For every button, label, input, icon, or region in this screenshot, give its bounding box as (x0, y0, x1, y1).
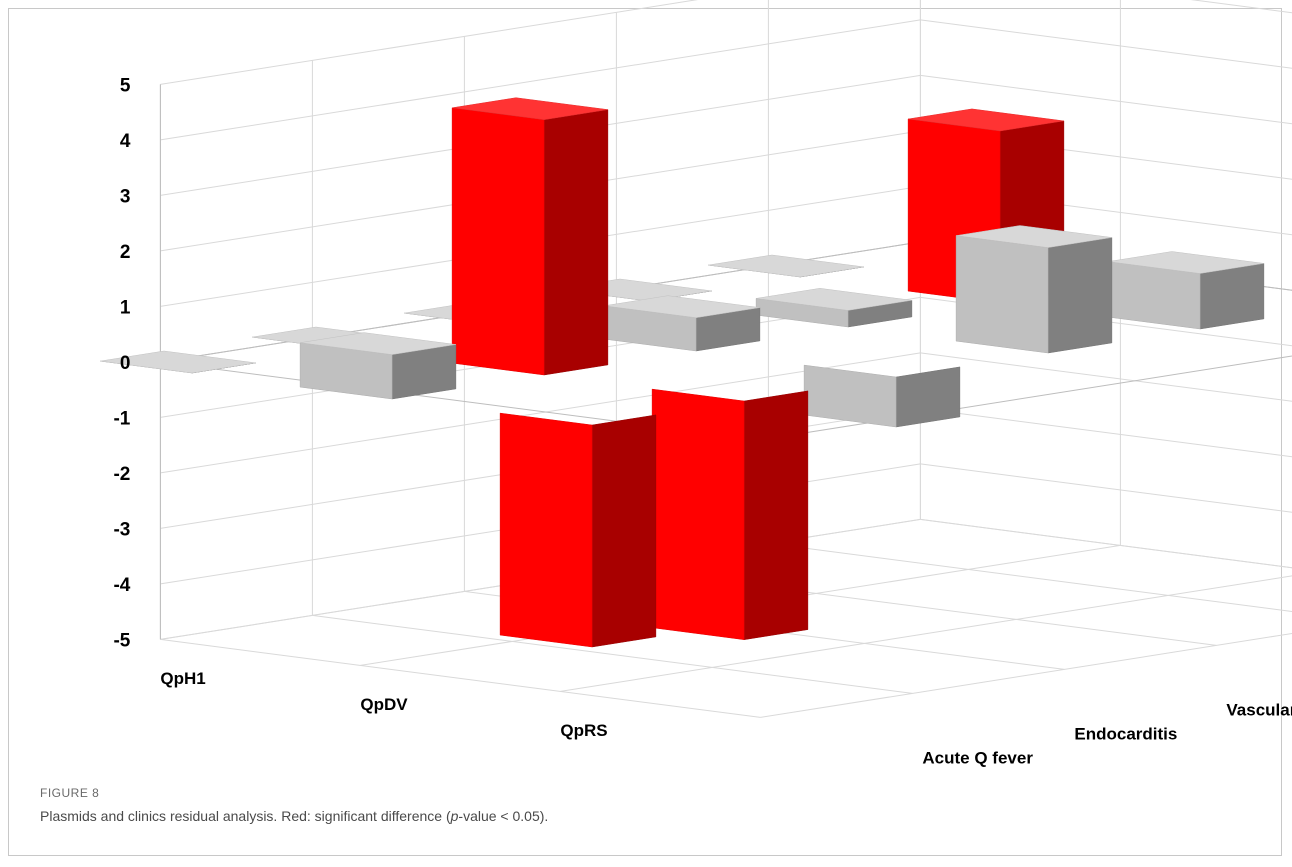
bar-front-face (955, 235, 1049, 354)
grid-line-floor (920, 518, 1292, 569)
bar-top-face (300, 332, 456, 355)
grid-line-left-wall (160, 0, 699, 85)
grid-line-floor (560, 575, 1292, 692)
grid-line-back-wall (920, 463, 1292, 513)
z-tick-label: 2 (120, 242, 131, 263)
bar-QpRS-osteoarticular-infection (955, 225, 1113, 354)
bar-QpRS-vascular-infection (803, 364, 961, 428)
bar-QpDV-endocarditis (451, 97, 609, 376)
z-tick-label: 1 (120, 297, 131, 318)
bar-top-face (100, 350, 256, 374)
grid-line-left-wall (160, 352, 921, 474)
bar-QpH1-miscarriage (708, 254, 864, 278)
figure-label: FIGURE 8 (40, 786, 100, 800)
category-label-vascular-infection: Vascular infection (1226, 700, 1292, 719)
z-tick-label: 4 (120, 131, 131, 152)
z-tick-label: 0 (120, 353, 131, 374)
grid-line-floor (312, 614, 913, 694)
series-label-qprs: QpRS (560, 721, 607, 740)
z-tick-label: -3 (113, 519, 130, 540)
grid-line-back-wall (920, 74, 1292, 125)
grid-line-back-wall (920, 352, 1292, 402)
bar-front-face (803, 364, 897, 428)
grid-line-floor (760, 632, 1292, 718)
bar-top-face (604, 295, 760, 318)
grid-line-back-wall (920, 518, 1292, 569)
bar-top-face (956, 225, 1112, 248)
caption-text-1: Plasmids and clinics residual analysis. … (40, 808, 451, 824)
bar-front-face (651, 388, 745, 640)
series-label-qph1: QpH1 (160, 669, 205, 688)
bar-side-face (1199, 263, 1265, 330)
bar-front-face (451, 107, 545, 376)
grid-line-back-wall (920, 407, 1292, 458)
bar-side-face (743, 390, 809, 640)
bar-top-face (708, 254, 864, 278)
bar-QpRS-miscarriage (1107, 251, 1265, 330)
caption-p-italic: p (450, 808, 459, 824)
grid-line-back-wall (1190, 0, 1292, 14)
z-tick-label: -2 (113, 464, 130, 485)
bar-QpRS-acute-q-fever (499, 412, 657, 648)
chart-bars (100, 97, 1265, 648)
bar-top-face (908, 108, 1064, 132)
bar-QpDV-vascular-infection (603, 295, 761, 352)
zero-plane-outline (160, 241, 1292, 441)
z-tick-label: -1 (113, 408, 130, 429)
z-tick-label: 3 (120, 186, 131, 207)
bar-front-face (499, 412, 593, 648)
bar-top-face (756, 288, 912, 311)
grid-line-floor (160, 638, 761, 718)
bar-side-face (1047, 237, 1113, 354)
chart-labels: 5 4 3 2 1 0 -1 -2 -3 -4 -5 QpH1 QpDV QpRS Acute Q feve… (113, 75, 1292, 767)
z-tick-label: -4 (113, 575, 130, 596)
bar-QpH1-acute-q-fever (100, 350, 256, 374)
bar-QpRS-endocarditis (651, 388, 809, 640)
bar-QpDV-acute-q-fever (299, 332, 457, 400)
grid-line-floor (768, 542, 1292, 612)
z-tick-label: 5 (120, 75, 131, 96)
grid-line-back-wall (920, 19, 1292, 69)
bar-top-face (1108, 251, 1264, 274)
z-tick-label: -5 (113, 630, 130, 651)
grid-line-left-wall (160, 19, 921, 141)
bar-side-face (895, 366, 961, 428)
caption-text-2: -value < 0.05). (458, 808, 549, 824)
category-label-acute-q-fever: Acute Q fever (922, 748, 1033, 767)
bar-side-face (591, 414, 657, 648)
category-label-endocarditis: Endocarditis (1074, 724, 1177, 743)
bar-side-face (543, 109, 609, 376)
bar-top-face (452, 97, 608, 120)
series-label-qpdv: QpDV (360, 695, 408, 714)
figure-caption: Plasmids and clinics residual analysis. … (40, 808, 548, 824)
bar-QpDV-osteoarticular-infection (755, 288, 913, 328)
